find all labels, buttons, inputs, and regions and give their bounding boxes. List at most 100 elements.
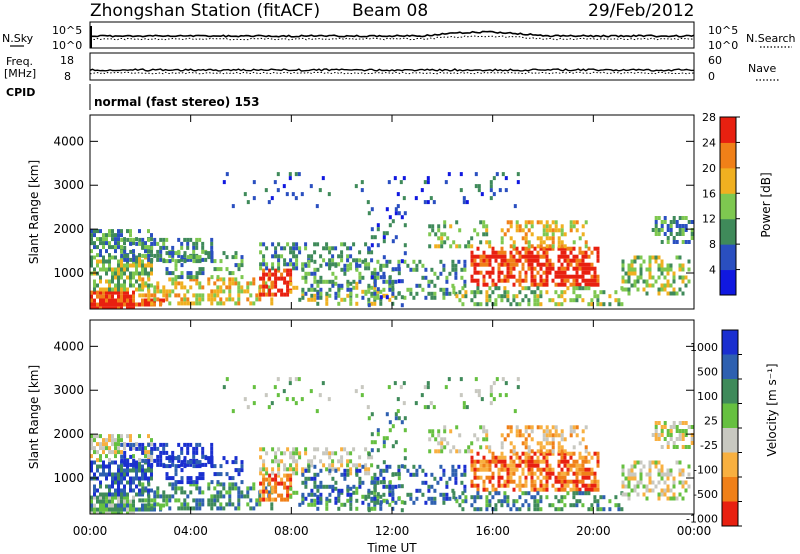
heatmap-cell <box>307 464 311 469</box>
heatmap-cell <box>575 503 579 508</box>
heatmap-cell <box>382 279 386 284</box>
heatmap-cell <box>666 429 670 433</box>
heatmap-cell <box>557 479 561 484</box>
heatmap-cell <box>485 258 489 263</box>
heatmap-cell <box>105 290 108 295</box>
heatmap-cell <box>443 429 447 434</box>
heatmap-cell <box>636 287 640 292</box>
heatmap-cell <box>473 507 477 512</box>
heatmap-cell <box>681 224 685 228</box>
heatmap-cell <box>274 473 278 478</box>
heatmap-cell <box>479 459 483 464</box>
heatmap-cell <box>530 459 534 464</box>
heatmap-cell <box>542 433 546 438</box>
heatmap-cell <box>156 462 160 467</box>
heatmap-cell <box>485 429 489 434</box>
heatmap-cell <box>448 271 452 276</box>
heatmap-cell <box>114 495 117 500</box>
heatmap-cell <box>334 486 338 491</box>
heatmap-cell <box>476 254 480 259</box>
heatmap-cell <box>512 445 516 450</box>
heatmap-cell <box>105 233 108 238</box>
heatmap-cell <box>328 279 332 284</box>
heatmap-cell <box>379 468 383 473</box>
heatmap-cell <box>485 302 489 307</box>
heatmap-cell <box>117 495 120 500</box>
heatmap-cell <box>518 487 522 492</box>
heatmap-cell <box>527 266 531 271</box>
heatmap-cell <box>530 449 534 454</box>
heatmap-cell <box>578 455 582 460</box>
heatmap-cell <box>545 236 549 241</box>
heatmap-cell <box>491 483 495 488</box>
heatmap-cell <box>418 464 422 469</box>
heatmap-cell <box>533 294 537 299</box>
heatmap-cell <box>521 246 525 251</box>
heatmap-cell <box>337 488 341 493</box>
heatmap-cell <box>654 259 658 264</box>
heatmap-cell <box>171 257 175 262</box>
heatmap-cell <box>645 472 649 477</box>
heatmap-cell <box>382 468 386 473</box>
heatmap-cell <box>123 283 126 288</box>
heatmap-cell <box>174 498 178 503</box>
heatmap-cell <box>642 287 646 292</box>
heatmap-cell <box>578 441 582 446</box>
heatmap-cell <box>219 464 223 469</box>
heatmap-cell <box>373 490 377 495</box>
heatmap-cell <box>463 263 467 268</box>
heatmap-cell <box>129 511 132 514</box>
heatmap-cell <box>301 480 305 485</box>
heatmap-cell <box>563 479 567 484</box>
heatmap-cell <box>504 381 508 386</box>
heatmap-cell <box>491 290 495 295</box>
heatmap-cell <box>394 279 398 284</box>
colorbar-tick-label: 12 <box>702 213 716 226</box>
heatmap-cell <box>195 450 199 455</box>
heatmap-cell <box>141 490 145 495</box>
heatmap-cell <box>102 237 105 242</box>
heatmap-cell <box>503 483 507 488</box>
heatmap-cell <box>210 297 214 302</box>
heatmap-cell <box>177 456 181 461</box>
heatmap-cell <box>675 224 679 228</box>
heatmap-cell <box>581 467 585 472</box>
heatmap-cell <box>295 490 299 495</box>
heatmap-cell <box>156 281 160 286</box>
heatmap-cell <box>93 255 96 260</box>
heatmap-cell <box>455 220 459 225</box>
heatmap-cell <box>470 250 474 255</box>
heatmap-cell <box>388 297 392 302</box>
heatmap-cell <box>129 257 133 262</box>
heatmap-cell <box>500 499 504 504</box>
heatmap-cell <box>437 244 441 249</box>
heatmap-cell <box>672 480 676 485</box>
heatmap-cell <box>337 287 341 292</box>
heatmap-cell <box>509 274 513 279</box>
heatmap-cell <box>524 286 528 291</box>
heatmap-cell <box>572 503 576 508</box>
heatmap-cell <box>271 242 275 247</box>
heatmap-cell <box>111 507 114 512</box>
heatmap-cell <box>135 302 138 307</box>
heatmap-cell <box>153 253 157 258</box>
heatmap-cell <box>294 401 298 406</box>
heatmap-cell <box>485 232 489 237</box>
heatmap-cell <box>527 286 531 291</box>
heatmap-cell <box>108 450 111 455</box>
heatmap-cell <box>352 490 356 495</box>
heatmap-cell <box>313 242 317 247</box>
heatmap-cell <box>102 298 105 303</box>
heatmap-cell <box>463 267 467 272</box>
heatmap-cell <box>388 223 392 228</box>
heatmap-cell <box>219 267 223 272</box>
heatmap-cell <box>222 456 226 461</box>
heatmap-cell <box>240 255 244 260</box>
heatmap-cell <box>575 220 579 225</box>
heatmap-cell <box>554 224 558 229</box>
heatmap-cell <box>376 428 380 433</box>
heatmap-cell <box>465 405 469 410</box>
heatmap-cell <box>451 267 455 272</box>
heatmap-cell <box>343 476 347 481</box>
heatmap-cell <box>216 301 220 306</box>
